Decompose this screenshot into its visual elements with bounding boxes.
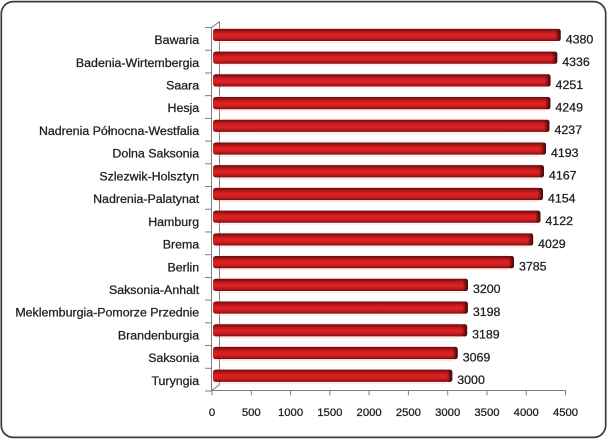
svg-text:2500: 2500 xyxy=(396,407,421,419)
svg-text:Saksonia-Anhalt: Saksonia-Anhalt xyxy=(109,283,200,297)
svg-text:4237: 4237 xyxy=(554,123,582,137)
svg-text:3000: 3000 xyxy=(457,373,485,387)
svg-text:4000: 4000 xyxy=(514,407,539,419)
svg-text:3000: 3000 xyxy=(435,407,460,419)
svg-text:3189: 3189 xyxy=(472,328,500,342)
svg-text:4336: 4336 xyxy=(562,55,590,69)
svg-text:1000: 1000 xyxy=(278,407,303,419)
svg-text:4154: 4154 xyxy=(548,191,576,205)
svg-text:0: 0 xyxy=(209,407,215,419)
svg-text:Brandenburgia: Brandenburgia xyxy=(118,328,199,342)
svg-text:Turyngia: Turyngia xyxy=(151,374,199,388)
svg-text:Saara: Saara xyxy=(166,79,199,93)
svg-text:Badenia-Wirtembergia: Badenia-Wirtembergia xyxy=(76,56,199,70)
svg-text:4251: 4251 xyxy=(556,78,584,92)
svg-text:3198: 3198 xyxy=(473,305,501,319)
svg-text:Szlezwik-Holsztyn: Szlezwik-Holsztyn xyxy=(99,169,199,183)
svg-text:Nadrenia Północna-Westfalia: Nadrenia Północna-Westfalia xyxy=(39,124,199,138)
svg-text:Hamburg: Hamburg xyxy=(148,215,199,229)
svg-text:Meklemburgia-Pomorze Przednie: Meklemburgia-Pomorze Przednie xyxy=(15,306,199,320)
svg-text:4122: 4122 xyxy=(545,214,573,228)
svg-text:1500: 1500 xyxy=(317,407,342,419)
svg-text:4500: 4500 xyxy=(553,407,578,419)
svg-text:3785: 3785 xyxy=(519,260,547,274)
svg-text:4167: 4167 xyxy=(549,169,577,183)
svg-text:4193: 4193 xyxy=(551,146,579,160)
svg-text:Berlin: Berlin xyxy=(168,260,200,274)
svg-text:Nadrenia-Palatynat: Nadrenia-Palatynat xyxy=(93,192,200,206)
svg-text:4029: 4029 xyxy=(538,237,566,251)
svg-text:Saksonia: Saksonia xyxy=(148,351,199,365)
svg-text:2000: 2000 xyxy=(357,407,382,419)
svg-text:4249: 4249 xyxy=(555,100,583,114)
svg-text:Brema: Brema xyxy=(163,238,200,252)
svg-text:4380: 4380 xyxy=(566,32,594,46)
svg-text:3069: 3069 xyxy=(463,350,491,364)
svg-text:Dolna Saksonia: Dolna Saksonia xyxy=(112,147,199,161)
svg-text:500: 500 xyxy=(242,407,261,419)
svg-text:3500: 3500 xyxy=(474,407,499,419)
svg-text:3200: 3200 xyxy=(473,282,501,296)
svg-text:Hesja: Hesja xyxy=(168,101,200,115)
svg-text:Bawaria: Bawaria xyxy=(154,33,199,47)
